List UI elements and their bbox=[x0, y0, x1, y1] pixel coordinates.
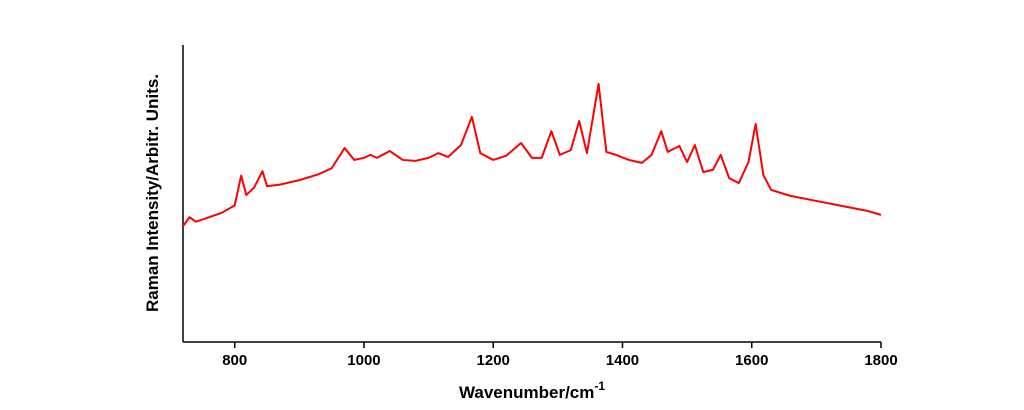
spectrum-line bbox=[182, 82, 882, 227]
x-tick-label: 800 bbox=[222, 352, 247, 369]
x-tick-label: 1600 bbox=[735, 352, 768, 369]
x-tick-label: 1400 bbox=[606, 352, 639, 369]
x-tick-label: 1200 bbox=[477, 352, 510, 369]
y-axis-title: Raman Intensity/Arbitr. Units. bbox=[143, 74, 162, 312]
x-axis-title: Wavenumber/cm-1 bbox=[459, 379, 605, 402]
x-axis-title-main: Wavenumber/cm bbox=[459, 383, 594, 402]
x-tick-label: 1000 bbox=[347, 352, 380, 369]
x-tick-label: 1800 bbox=[864, 352, 897, 369]
x-axis-title-sup: -1 bbox=[594, 379, 605, 393]
